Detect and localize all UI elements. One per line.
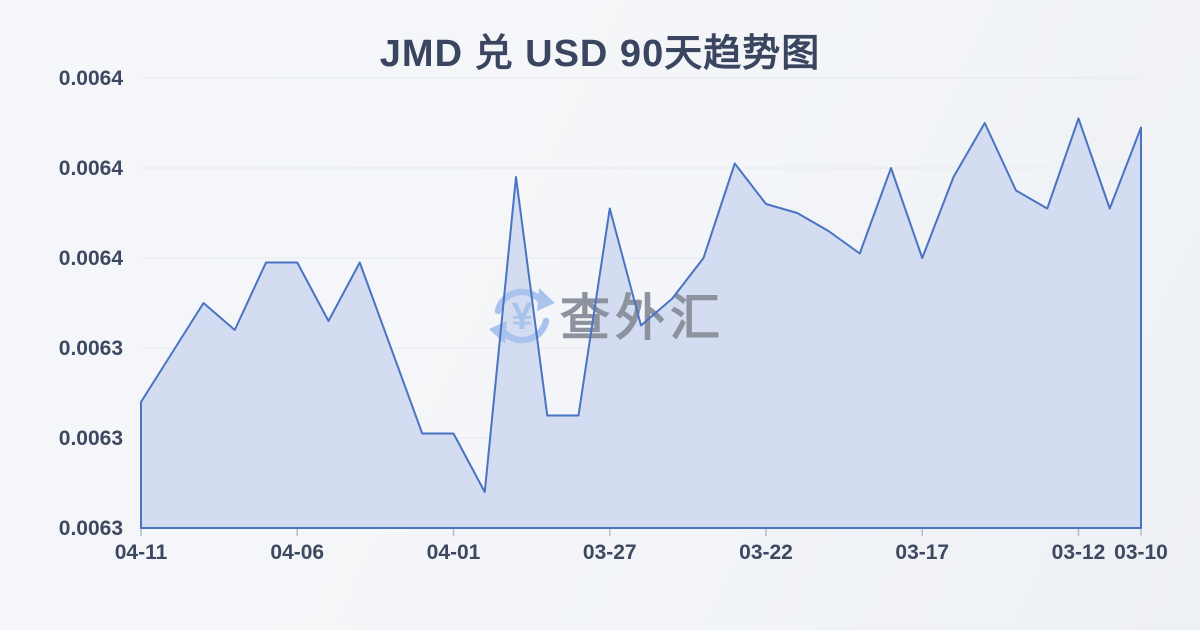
x-axis-label: 03-22 xyxy=(739,541,793,564)
x-axis-label: 03-12 xyxy=(1052,541,1106,564)
y-axis-label: 0.0064 xyxy=(59,67,124,90)
y-axis-label: 0.0064 xyxy=(59,157,124,180)
x-axis-label: 03-10 xyxy=(1114,541,1168,564)
y-axis-label: 0.0063 xyxy=(59,337,123,360)
x-axis-label: 04-01 xyxy=(427,541,481,564)
arrowhead-icon xyxy=(537,288,555,311)
x-axis-label: 04-11 xyxy=(115,541,168,564)
watermark-text: 查外汇 xyxy=(560,290,725,346)
currency-exchange-icon xyxy=(494,288,545,315)
y-axis-label: 0.0063 xyxy=(59,517,123,540)
yuan-symbol: ¥ xyxy=(511,296,532,338)
x-axis-label: 03-27 xyxy=(583,541,637,564)
y-axis-label: 0.0063 xyxy=(59,427,123,450)
y-axis-label: 0.0064 xyxy=(59,247,124,270)
watermark: ¥ 查外汇 xyxy=(489,288,725,346)
trend-line xyxy=(140,117,1142,529)
x-axis-label: 03-17 xyxy=(895,541,949,564)
chart-title: JMD 兑 USD 90天趋势图 xyxy=(379,33,821,75)
currency-exchange-icon xyxy=(499,317,550,344)
area-fill xyxy=(141,118,1141,528)
x-axis-label: 04-06 xyxy=(270,541,324,564)
arrowhead-icon xyxy=(489,321,507,344)
